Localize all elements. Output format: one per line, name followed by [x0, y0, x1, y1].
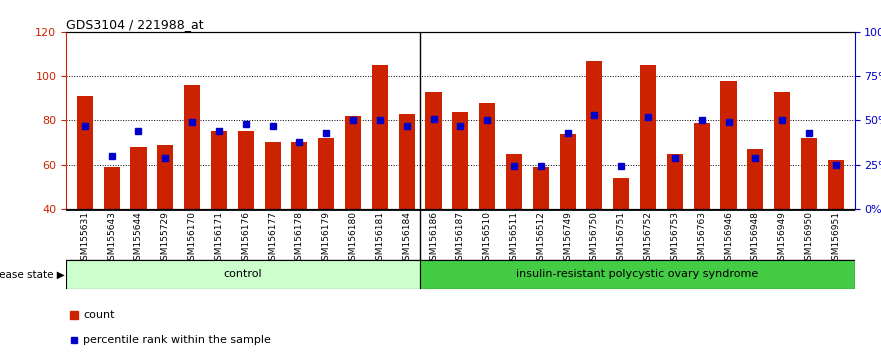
Bar [398, 114, 415, 209]
Bar [130, 147, 146, 209]
Bar [667, 154, 683, 209]
Bar [587, 61, 603, 209]
Text: GSM155729: GSM155729 [161, 211, 170, 266]
Bar [613, 178, 629, 209]
Text: GSM156184: GSM156184 [403, 211, 411, 266]
Bar [747, 149, 763, 209]
Text: GSM156749: GSM156749 [563, 211, 572, 266]
Text: GSM156750: GSM156750 [590, 211, 599, 267]
Bar [801, 138, 817, 209]
Text: GSM156171: GSM156171 [214, 211, 224, 267]
Text: GSM156181: GSM156181 [375, 211, 384, 267]
Bar [533, 167, 549, 209]
Text: GSM156510: GSM156510 [483, 211, 492, 267]
Bar [693, 122, 710, 209]
Text: insulin-resistant polycystic ovary syndrome: insulin-resistant polycystic ovary syndr… [516, 269, 759, 279]
Bar [640, 65, 656, 209]
Text: GSM156186: GSM156186 [429, 211, 438, 267]
Text: GSM156763: GSM156763 [697, 211, 707, 267]
Bar [66, 260, 419, 289]
Bar [774, 92, 790, 209]
Bar [721, 81, 737, 209]
Bar [345, 116, 361, 209]
Text: GSM155644: GSM155644 [134, 211, 143, 266]
Bar [184, 85, 200, 209]
Text: GSM156511: GSM156511 [509, 211, 518, 267]
Text: control: control [224, 269, 263, 279]
Bar [479, 103, 495, 209]
Bar [104, 167, 120, 209]
Bar [318, 138, 334, 209]
Text: GSM156946: GSM156946 [724, 211, 733, 266]
Text: GSM156512: GSM156512 [537, 211, 545, 266]
Text: percentile rank within the sample: percentile rank within the sample [84, 335, 271, 345]
Text: GSM156179: GSM156179 [322, 211, 330, 267]
Text: disease state ▶: disease state ▶ [0, 269, 65, 279]
Bar [372, 65, 388, 209]
Text: GSM156177: GSM156177 [268, 211, 278, 267]
Text: GSM156951: GSM156951 [832, 211, 840, 267]
Text: GSM156948: GSM156948 [751, 211, 759, 266]
Text: GSM156753: GSM156753 [670, 211, 679, 267]
Bar [426, 92, 441, 209]
Bar [506, 154, 522, 209]
Bar [559, 134, 575, 209]
Text: GSM156751: GSM156751 [617, 211, 626, 267]
Text: GSM156950: GSM156950 [804, 211, 813, 267]
Text: GSM156178: GSM156178 [295, 211, 304, 267]
Text: count: count [84, 310, 115, 320]
Text: GSM156180: GSM156180 [349, 211, 358, 267]
Text: GSM156187: GSM156187 [455, 211, 465, 267]
Bar [292, 143, 307, 209]
Bar [77, 96, 93, 209]
Text: GSM155643: GSM155643 [107, 211, 116, 266]
Bar [238, 131, 254, 209]
Text: GDS3104 / 221988_at: GDS3104 / 221988_at [66, 18, 204, 31]
Bar [419, 260, 855, 289]
Text: GSM156176: GSM156176 [241, 211, 250, 267]
Bar [158, 145, 174, 209]
Text: GSM156752: GSM156752 [643, 211, 653, 266]
Bar [264, 143, 281, 209]
Bar [828, 160, 844, 209]
Text: GSM155631: GSM155631 [80, 211, 89, 267]
Bar [211, 131, 227, 209]
Text: GSM156170: GSM156170 [188, 211, 196, 267]
Text: GSM156949: GSM156949 [778, 211, 787, 266]
Bar [452, 112, 469, 209]
